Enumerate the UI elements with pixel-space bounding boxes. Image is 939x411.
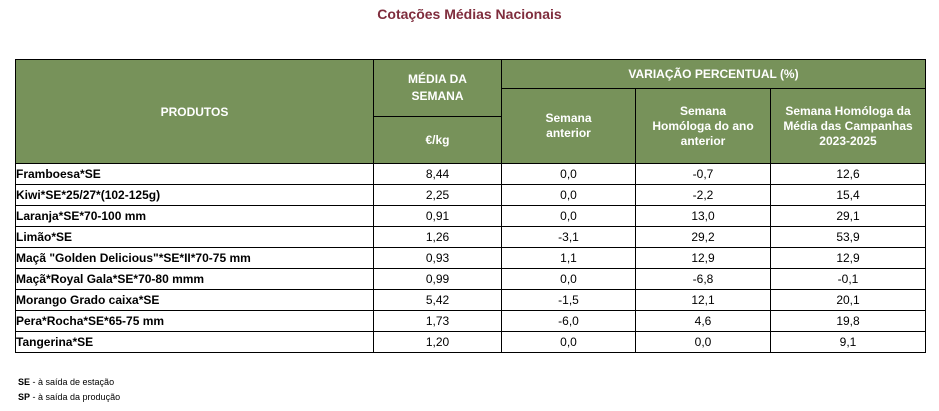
semana-anterior-value: 0,0	[501, 331, 636, 353]
header-semana-homologa-media: Semana Homóloga da Média das Campanhas 2…	[770, 88, 926, 164]
semana-homologa-media-value: 20,1	[770, 289, 926, 311]
header-semana-anterior: Semana anterior	[501, 88, 636, 164]
semana-anterior-value: 0,0	[501, 205, 636, 227]
semana-anterior-value: -3,1	[501, 226, 636, 248]
header-variacao: VARIAÇÃO PERCENTUAL (%)	[501, 59, 926, 89]
media-value: 0,91	[373, 205, 502, 227]
table-row: Framboesa*SE 8,44 0,0 -0,7 12,6	[15, 163, 926, 185]
semana-homologa-value: 12,1	[635, 289, 771, 311]
footnote-abbr: SE	[18, 377, 31, 387]
prices-table: PRODUTOS MÉDIA DA SEMANA VARIAÇÃO PERCEN…	[15, 59, 926, 353]
media-value: 5,42	[373, 289, 502, 311]
header-produtos: PRODUTOS	[15, 59, 374, 164]
media-value: 0,99	[373, 268, 502, 290]
semana-anterior-value: 0,0	[501, 268, 636, 290]
footnote-text: - à saída da produção	[30, 392, 121, 402]
product-name: Limão*SE	[15, 226, 374, 248]
semana-anterior-value: 1,1	[501, 247, 636, 269]
product-name: Maçã "Golden Delicious"*SE*II*70-75 mm	[15, 247, 374, 269]
footnote-sp: SP - à saída da produção	[18, 390, 120, 405]
semana-homologa-media-value: -0,1	[770, 268, 926, 290]
semana-anterior-value: -6,0	[501, 310, 636, 332]
semana-homologa-value: 13,0	[635, 205, 771, 227]
product-name: Kiwi*SE*25/27*(102-125g)	[15, 184, 374, 206]
table-row: Tangerina*SE 1,20 0,0 0,0 9,1	[15, 331, 926, 353]
product-name: Morango Grado caixa*SE	[15, 289, 374, 311]
media-value: 1,26	[373, 226, 502, 248]
media-value: 8,44	[373, 163, 502, 185]
table-row: Maçã*Royal Gala*SE*70-80 mmm 0,99 0,0 -6…	[15, 268, 926, 290]
footnote-se: SE - à saída de estação	[18, 375, 120, 390]
semana-homologa-media-value: 29,1	[770, 205, 926, 227]
header-media-semana: MÉDIA DA SEMANA	[373, 59, 502, 117]
footnote-abbr: SP	[18, 392, 31, 402]
semana-homologa-value: -2,2	[635, 184, 771, 206]
product-name: Framboesa*SE	[15, 163, 374, 185]
semana-homologa-value: 0,0	[635, 331, 771, 353]
semana-homologa-value: 29,2	[635, 226, 771, 248]
product-name: Laranja*SE*70-100 mm	[15, 205, 374, 227]
semana-homologa-media-value: 9,1	[770, 331, 926, 353]
table-row: Kiwi*SE*25/27*(102-125g) 2,25 0,0 -2,2 1…	[15, 184, 926, 206]
semana-homologa-media-value: 53,9	[770, 226, 926, 248]
semana-homologa-value: 12,9	[635, 247, 771, 269]
media-value: 2,25	[373, 184, 502, 206]
media-value: 1,20	[373, 331, 502, 353]
page-title: Cotações Médias Nacionais	[377, 6, 562, 22]
product-name: Pera*Rocha*SE*65-75 mm	[15, 310, 374, 332]
semana-homologa-value: -0,7	[635, 163, 771, 185]
table-row: Limão*SE 1,26 -3,1 29,2 53,9	[15, 226, 926, 248]
semana-anterior-value: -1,5	[501, 289, 636, 311]
table-row: Morango Grado caixa*SE 5,42 -1,5 12,1 20…	[15, 289, 926, 311]
table-row: Maçã "Golden Delicious"*SE*II*70-75 mm 0…	[15, 247, 926, 269]
media-value: 1,73	[373, 310, 502, 332]
footnotes: SE - à saída de estação SP - à saída da …	[18, 375, 120, 405]
table-row: Laranja*SE*70-100 mm 0,91 0,0 13,0 29,1	[15, 205, 926, 227]
product-name: Maçã*Royal Gala*SE*70-80 mmm	[15, 268, 374, 290]
semana-anterior-value: 0,0	[501, 184, 636, 206]
semana-homologa-value: -6,8	[635, 268, 771, 290]
semana-homologa-media-value: 15,4	[770, 184, 926, 206]
product-name: Tangerina*SE	[15, 331, 374, 353]
footnote-text: - à saída de estação	[30, 377, 115, 387]
semana-anterior-value: 0,0	[501, 163, 636, 185]
semana-homologa-value: 4,6	[635, 310, 771, 332]
table-row: Pera*Rocha*SE*65-75 mm 1,73 -6,0 4,6 19,…	[15, 310, 926, 332]
semana-homologa-media-value: 19,8	[770, 310, 926, 332]
header-unit: €/kg	[373, 116, 502, 164]
semana-homologa-media-value: 12,6	[770, 163, 926, 185]
semana-homologa-media-value: 12,9	[770, 247, 926, 269]
media-value: 0,93	[373, 247, 502, 269]
header-semana-homologa: Semana Homóloga do ano anterior	[635, 88, 771, 164]
